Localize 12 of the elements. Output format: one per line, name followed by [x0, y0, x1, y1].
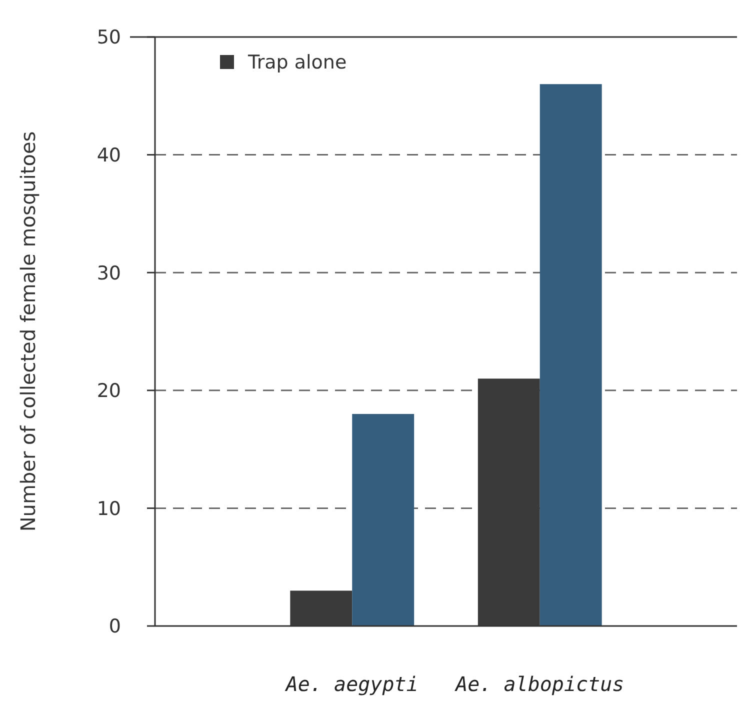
- y-tick-label: 0: [108, 616, 121, 638]
- y-axis-title: Number of collected female mosquitoes: [16, 131, 40, 532]
- y-tick-label: 30: [96, 262, 121, 284]
- bar: [540, 84, 602, 626]
- y-tick-label: 50: [96, 26, 121, 49]
- bar: [352, 414, 414, 626]
- y-tick-label: 20: [96, 380, 121, 402]
- y-tick-label: 10: [96, 498, 121, 520]
- legend-label: Trap alone: [247, 52, 347, 74]
- x-tick-label: Ae. albopictus: [454, 672, 624, 696]
- y-tick-label: 40: [96, 144, 121, 166]
- x-tick-label: Ae. aegypti: [284, 672, 418, 696]
